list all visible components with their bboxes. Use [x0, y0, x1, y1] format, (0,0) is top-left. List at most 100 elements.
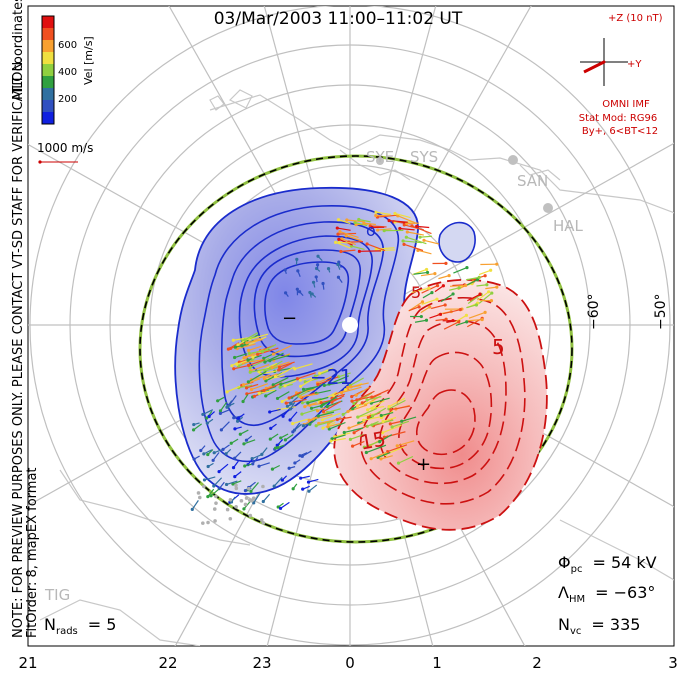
velocity-vector	[363, 222, 376, 226]
velocity-vector	[272, 376, 289, 386]
velocity-vector-origin	[280, 399, 284, 404]
velocity-vector	[248, 370, 267, 383]
velocity-vector-origin	[364, 450, 368, 455]
velocity-vector-origin	[337, 240, 341, 245]
velocity-vector	[329, 421, 346, 430]
velocity-vector-origin	[298, 378, 302, 382]
velocity-vector-origin	[387, 218, 391, 223]
velocity-vector-origin	[360, 401, 364, 405]
colorbar-tick-200: 200	[58, 94, 77, 105]
velocity-vector-origin	[418, 235, 422, 239]
velocity-vector-origin	[464, 283, 468, 287]
velocity-vector	[259, 389, 276, 394]
velocity-vector	[357, 400, 375, 407]
station-label-hal: HAL	[553, 217, 584, 235]
velocity-vector-origin	[419, 314, 423, 319]
velocity-vector	[233, 337, 249, 341]
velocity-vector-origin	[224, 452, 228, 456]
velocity-vector-origin	[321, 410, 326, 414]
velocity-vector-origin	[310, 292, 314, 296]
velocity-vector-origin	[231, 466, 236, 470]
velocity-vector-origin	[350, 399, 354, 403]
velocity-vector-origin	[345, 218, 349, 222]
velocity-vector-origin	[229, 441, 233, 445]
velocity-vector-origin	[300, 401, 305, 405]
velocity-vector-origin	[337, 237, 341, 241]
velocity-vector	[351, 396, 372, 402]
velocity-vector	[253, 492, 261, 504]
velocity-vector-origin	[209, 494, 213, 498]
velocity-vector-origin	[257, 391, 261, 396]
velocity-vector-origin	[355, 398, 359, 402]
velocity-vector	[228, 395, 237, 406]
velocity-vector-origin	[346, 385, 350, 390]
velocity-vector	[317, 376, 332, 384]
velocity-vector-origin	[216, 399, 220, 403]
velocity-vector	[377, 214, 398, 218]
empty-cell-dot	[225, 507, 230, 512]
velocity-vector-origin	[401, 239, 405, 243]
velocity-vector	[294, 363, 313, 370]
velocity-vector	[417, 249, 432, 255]
mlt-axis: 21 22 23 0 1 2 3	[18, 654, 677, 672]
velocity-vector-origin	[340, 237, 344, 241]
mlt-label-22: 22	[158, 654, 177, 672]
velocity-vector	[346, 219, 365, 223]
velocity-vector	[377, 451, 391, 458]
coordinates-label: MLT coordinates	[11, 0, 26, 100]
velocity-vector	[434, 285, 444, 293]
velocity-vector	[218, 463, 229, 473]
velocity-vector	[226, 385, 241, 393]
velocity-vector	[347, 404, 368, 413]
velocity-vector	[416, 225, 430, 229]
velocity-vector	[397, 440, 415, 447]
velocity-vector-origin	[306, 480, 311, 484]
velocity-vector-origin	[388, 422, 392, 426]
velocity-vector-origin	[233, 427, 237, 431]
velocity-vector	[264, 373, 278, 380]
velocity-vector	[316, 389, 331, 395]
velocity-vector	[485, 286, 497, 290]
velocity-vector	[478, 292, 493, 304]
station-labels: SYE SYS SAN HAL TIG	[44, 148, 584, 604]
velocity-vector	[279, 361, 295, 368]
velocity-vector	[213, 477, 223, 487]
velocity-vector-origin	[300, 412, 304, 416]
velocity-vector-origin	[278, 506, 283, 510]
velocity-vector-origin	[379, 413, 383, 418]
velocity-vector-origin	[243, 464, 247, 468]
velocity-vector-origin	[387, 405, 391, 409]
velocity-vector-origin	[268, 359, 272, 363]
velocity-vector-origin	[319, 400, 323, 405]
velocity-vector	[388, 397, 406, 408]
empty-cell-dot	[213, 519, 217, 523]
velocity-vector-origin	[207, 414, 211, 419]
velocity-vector	[269, 354, 290, 362]
velocity-vector	[401, 416, 417, 422]
imf-source: OMNI IMF	[602, 99, 650, 110]
velocity-vector-origin	[341, 412, 345, 417]
velocity-vector	[339, 241, 352, 244]
pole-marker	[342, 317, 358, 333]
velocity-vector-origin	[457, 286, 461, 290]
velocity-vector-origin	[370, 423, 374, 427]
velocity-vector-origin	[199, 448, 203, 453]
velocity-vector	[414, 319, 427, 323]
colorbar-frame	[41, 15, 55, 125]
velocity-vector	[394, 212, 411, 219]
velocity-vector-origin	[365, 398, 369, 402]
velocity-vector-origin	[232, 416, 236, 420]
velocity-vector	[382, 424, 402, 434]
velocity-vector	[380, 455, 393, 460]
velocity-vector	[248, 359, 265, 366]
lat-label-60: −60°	[586, 293, 602, 330]
velocity-vector	[366, 396, 382, 401]
velocity-vector	[246, 339, 263, 344]
empty-cell-dot	[234, 486, 239, 491]
velocity-vector-origin	[435, 297, 439, 301]
velocity-vector-origin	[202, 452, 206, 456]
velocity-vector	[367, 400, 385, 411]
velocity-vector	[302, 397, 322, 404]
velocity-vector-origin	[321, 426, 325, 430]
velocity-vector-origin	[287, 466, 291, 470]
